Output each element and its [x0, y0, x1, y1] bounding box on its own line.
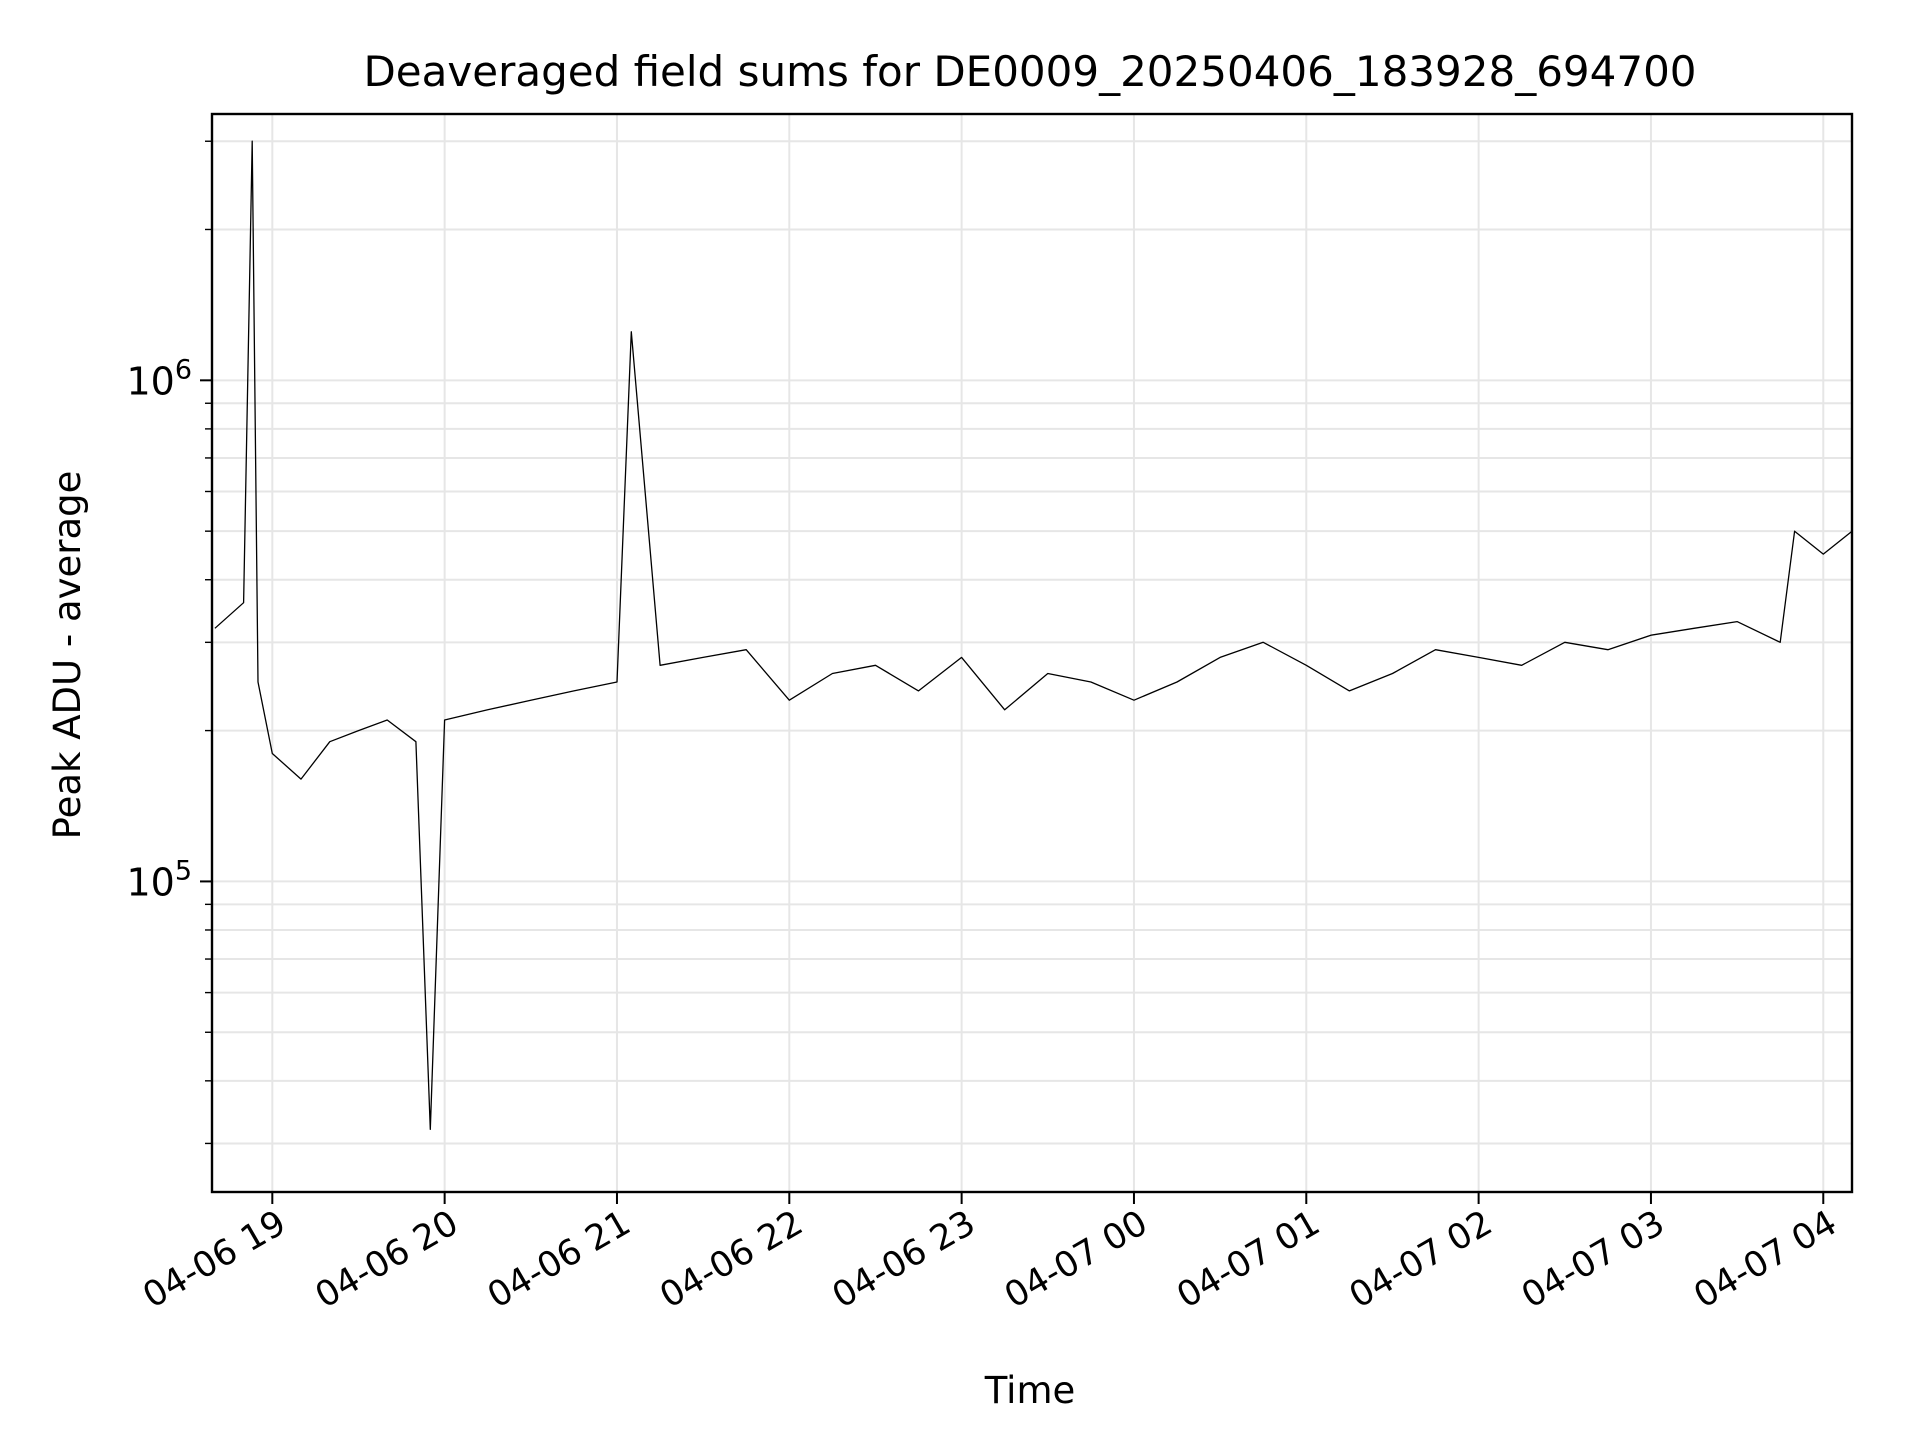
- series-line: [214, 140, 1853, 1131]
- chart-title: Deaveraged field sums for DE0009_2025040…: [363, 47, 1696, 96]
- x-tick-label: 04-06 21: [481, 1203, 637, 1316]
- plot-area-frame: [210, 112, 1854, 1194]
- gridlines: [212, 114, 1852, 1192]
- y-axis-label: Peak ADU - average: [46, 471, 89, 840]
- y-tick-label: 106: [126, 354, 192, 403]
- x-tick-label: 04-06 22: [654, 1203, 810, 1316]
- x-axis-label: Time: [984, 1369, 1076, 1412]
- x-tick-label: 04-06 19: [137, 1203, 293, 1316]
- x-tick-label: 04-07 04: [1687, 1203, 1843, 1316]
- x-tick-label: 04-07 03: [1515, 1203, 1671, 1316]
- x-tick-label: 04-07 01: [1171, 1203, 1327, 1316]
- x-tick-label: 04-07 02: [1343, 1203, 1499, 1316]
- data-line: [214, 140, 1853, 1131]
- y-axis: 105 106: [126, 140, 212, 1145]
- x-tick-label: 04-07 00: [998, 1203, 1154, 1316]
- y-tick-label: 105: [126, 855, 192, 904]
- x-axis: 04-06 19 04-06 20 04-06 21 04-06 22 04-06 23…: [137, 1192, 1844, 1316]
- x-tick-label: 04-06 20: [309, 1203, 465, 1316]
- x-tick-label: 04-06 23: [826, 1203, 982, 1316]
